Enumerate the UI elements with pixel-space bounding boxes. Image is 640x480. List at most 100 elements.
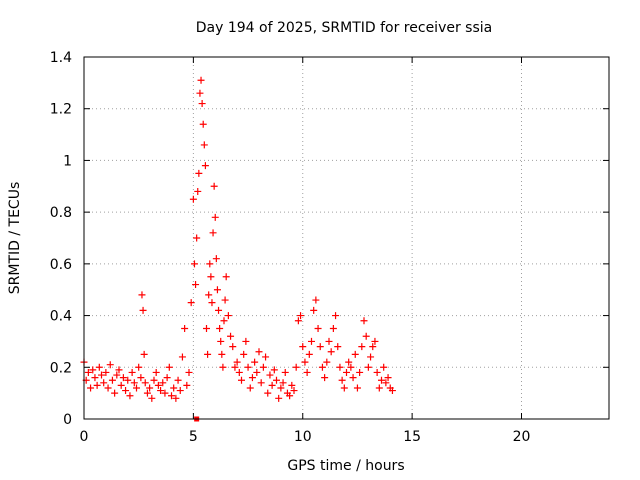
data-point [150,376,158,384]
tick-marks [83,56,609,420]
data-point [91,374,99,382]
data-point [209,229,217,237]
data-point [246,384,254,392]
data-point [190,260,198,268]
data-point [380,363,388,371]
data-point [189,195,197,203]
data-point [325,337,333,345]
data-point [174,376,182,384]
data-point [141,379,149,387]
data-point [115,366,123,374]
data-point [384,374,392,382]
data-point [231,363,239,371]
data-point [242,337,250,345]
data-point [218,350,226,358]
y-tick-label: 0 [63,412,72,428]
plot-frame [83,56,610,420]
data-point [227,332,235,340]
data-point [310,306,318,314]
x-axis-label: GPS time / hours [287,458,404,474]
data-point [378,376,385,384]
y-tick-label: 1 [63,153,72,169]
data-point [126,392,134,400]
x-axis-tick-labels: 0 5 10 15 20 [80,429,531,445]
data-point [314,325,322,332]
data-point [327,348,335,356]
data-point [176,387,184,395]
data-point [362,332,370,340]
data-point [102,368,110,376]
data-point [279,379,287,387]
data-point [194,187,202,195]
data-point [235,368,243,376]
data-point [130,379,138,387]
data-point [224,312,232,320]
data-point [84,368,92,376]
x-tick-label: 15 [403,429,421,445]
data-point [364,363,372,371]
data-point [323,358,331,366]
data-point [187,299,195,307]
data-point [124,376,132,384]
data-point [297,312,305,320]
data-point [168,392,175,400]
x-tick-label: 10 [294,429,312,445]
data-point [294,317,302,325]
data-point [133,384,140,392]
data-point [139,306,147,314]
data-point [106,361,114,369]
data-point [203,325,210,332]
data-point [159,379,167,387]
data-point [195,169,203,177]
data-point [277,384,285,392]
data-point [316,343,324,351]
data-point [345,358,353,366]
data-point [148,394,156,402]
data-point [229,343,237,351]
y-tick-label: 1.4 [50,50,72,66]
data-point [312,296,320,304]
data-point [308,337,315,345]
data-point [351,350,359,358]
data-point [135,363,143,371]
data-point [93,381,101,389]
data-point [210,182,218,190]
data-point [253,368,261,376]
y-axis-label: SRMTID / TECUs [7,182,23,295]
data-point [367,353,375,361]
y-tick-label: 1.2 [50,102,72,118]
y-axis-tick-labels: 0 0.2 0.4 0.6 0.8 1 1.2 1.4 [50,50,72,428]
data-point [257,379,265,387]
data-point [321,374,329,382]
data-point [290,387,298,395]
y-tick-label: 0.4 [50,309,72,325]
data-point [238,376,245,384]
data-point [286,392,294,400]
x-tick-label: 0 [80,429,89,445]
data-point [165,363,173,371]
data-point [181,325,189,332]
data-point [248,374,256,382]
data-point [371,337,379,345]
data-point [358,343,366,351]
data-point [262,353,270,361]
data-point [292,363,300,371]
data-point [329,325,337,332]
data-point [198,100,206,108]
data-point [207,273,215,281]
data-point [212,255,220,263]
data-point [208,299,216,307]
data-point [334,343,342,351]
data-point [205,291,213,299]
data-point [273,376,280,384]
data-point [360,317,368,325]
data-point [204,350,212,358]
data-point [199,120,207,128]
data-point [318,363,326,371]
data-point [192,281,200,289]
data-point [137,374,145,382]
data-point [356,368,364,376]
data-point [251,358,259,366]
data-point [178,353,186,361]
